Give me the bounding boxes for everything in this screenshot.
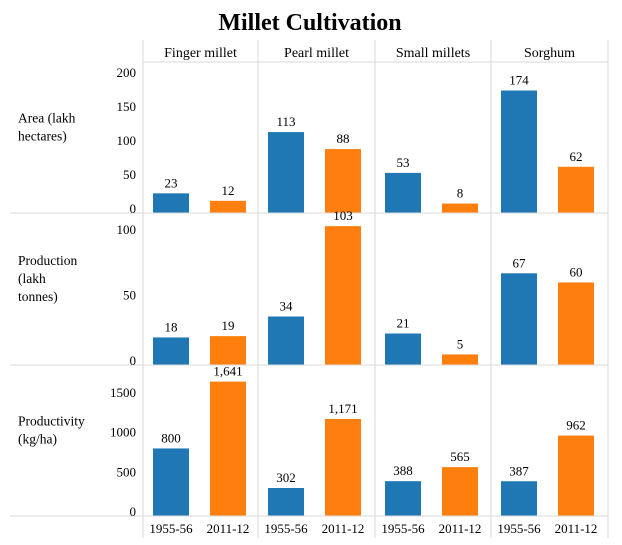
chart-title: Millet Cultivation [218,10,401,36]
bar-sorghum-r0-2011-12 [558,166,594,213]
y-tick-row2-1: 500 [117,464,137,479]
bar-finger-millet-r0-2011-12 [210,200,246,213]
panel-headers: Finger millet Pearl millet Small millets So… [164,46,575,61]
row-label-2-line-1: (kg/ha) [18,432,57,447]
bar-small-millets-r1-2011-12 [442,354,478,365]
y-tick-row0-1: 50 [123,167,136,182]
bar-finger-millet-r1-2011-12 [210,336,246,365]
bar-finger-millet-r2-1955-56 [153,448,189,516]
x-label-sorghum-1955-56: 1955-56 [497,521,541,536]
bar-finger-millet-r1-1955-56 [153,337,189,365]
y-tick-row0-0: 0 [130,201,137,216]
bar-small-millets-r0-1955-56 [385,172,421,213]
bar-pearl-millet-r2-2011-12 [325,418,361,516]
bar-small-millets-r2-1955-56 [385,481,421,516]
value-label-pearl-millet-r0-2011-12: 88 [337,131,350,146]
value-label-pearl-millet-r1-2011-12: 103 [333,208,353,223]
bars [153,90,594,516]
value-label-pearl-millet-r2-2011-12: 1,171 [328,401,357,416]
x-label-pearl-millet-1955-56: 1955-56 [264,521,308,536]
value-label-small-millets-r0-2011-12: 8 [457,186,464,201]
value-label-finger-millet-r2-2011-12: 1,641 [213,364,242,379]
bar-pearl-millet-r2-1955-56 [268,488,304,516]
y-tick-row0-2: 100 [117,133,137,148]
value-label-small-millets-r1-1955-56: 21 [397,316,410,331]
value-label-small-millets-r2-2011-12: 565 [450,449,470,464]
bar-sorghum-r1-1955-56 [501,273,537,365]
x-label-finger-millet-1955-56: 1955-56 [149,521,193,536]
panel-header-finger-millet: Finger millet [164,46,237,61]
grid-lines [10,40,609,538]
row-label-1-line-2: tonnes) [18,289,58,304]
value-label-sorghum-r2-2011-12: 962 [566,418,586,433]
value-label-small-millets-r0-1955-56: 53 [397,155,410,170]
y-tick-row1-1: 50 [123,288,136,303]
panel-header-sorghum: Sorghum [524,46,575,61]
row-label-1-line-1: (lakh [18,271,46,286]
bar-pearl-millet-r0-2011-12 [325,149,361,213]
value-label-sorghum-r1-2011-12: 60 [570,264,583,279]
value-label-small-millets-r2-1955-56: 388 [393,463,413,478]
y-tick-row0-4: 200 [117,65,137,80]
bar-small-millets-r2-2011-12 [442,467,478,516]
y-tick-row2-2: 1000 [110,425,136,440]
panel-header-small-millets: Small millets [396,46,470,61]
value-label-finger-millet-r0-1955-56: 23 [165,175,178,190]
bar-pearl-millet-r1-2011-12 [325,226,361,365]
y-tick-row1-2: 100 [117,222,137,237]
bar-sorghum-r1-2011-12 [558,282,594,365]
value-label-pearl-millet-r1-1955-56: 34 [280,298,294,313]
value-label-pearl-millet-r2-1955-56: 302 [276,470,296,485]
value-label-finger-millet-r0-2011-12: 12 [222,183,235,198]
x-label-finger-millet-2011-12: 2011-12 [207,521,250,536]
y-tick-row2-3: 1500 [110,385,136,400]
x-label-small-millets-1955-56: 1955-56 [381,521,425,536]
value-label-sorghum-r0-1955-56: 174 [509,73,529,88]
value-label-finger-millet-r1-1955-56: 18 [165,319,178,334]
value-label-pearl-millet-r0-1955-56: 113 [276,114,295,129]
x-label-sorghum-2011-12: 2011-12 [555,521,598,536]
bar-small-millets-r0-2011-12 [442,203,478,213]
y-tick-row0-3: 150 [117,99,137,114]
bar-sorghum-r2-2011-12 [558,435,594,516]
y-tick-row2-0: 0 [130,504,137,519]
value-label-sorghum-r0-2011-12: 62 [570,149,583,164]
row-label-0-line-1: hectares) [18,129,67,144]
value-label-finger-millet-r1-2011-12: 19 [222,318,235,333]
row-label-0-line-0: Area (lakh [18,111,76,126]
value-label-sorghum-r1-1955-56: 67 [513,255,527,270]
bar-sorghum-r2-1955-56 [501,481,537,516]
x-label-pearl-millet-2011-12: 2011-12 [322,521,365,536]
data-labels: 23 12 113 88 53 8 174 62 18 19 34 103 21 5 67 60 800 1,64… [161,73,586,485]
bar-sorghum-r0-1955-56 [501,90,537,213]
x-axis-labels: 1955-56 2011-12 1955-56 2011-12 1955-56 2011-… [149,521,597,536]
row-label-2-line-0: Productivity [18,414,85,429]
bar-pearl-millet-r1-1955-56 [268,316,304,365]
panel-header-pearl-millet: Pearl millet [284,46,349,61]
bar-finger-millet-r2-2011-12 [210,381,246,516]
row-label-1-line-0: Production [18,253,77,268]
bar-small-millets-r1-1955-56 [385,333,421,365]
y-tick-row1-0: 0 [130,353,137,368]
x-label-small-millets-2011-12: 2011-12 [439,521,482,536]
bar-pearl-millet-r0-1955-56 [268,132,304,213]
row-labels: Area (lakh hectares) Production (lakh tonnes… [18,111,85,447]
bar-finger-millet-r0-1955-56 [153,193,189,213]
value-label-finger-millet-r2-1955-56: 800 [161,430,181,445]
value-label-sorghum-r2-1955-56: 387 [509,463,529,478]
value-label-small-millets-r1-2011-12: 5 [457,336,464,351]
